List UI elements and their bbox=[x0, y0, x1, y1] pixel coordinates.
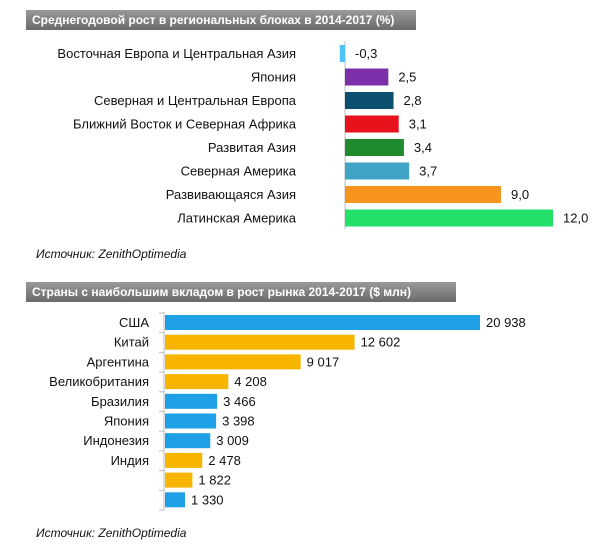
chart1-bar bbox=[345, 162, 410, 180]
chart1-value-label: 3,7 bbox=[419, 164, 437, 179]
chart1-value-label: -0,3 bbox=[355, 46, 377, 61]
chart1-category-label: Латинская Америка bbox=[177, 211, 297, 226]
chart1-regional-growth: Восточная Европа и Центральная Азия -0,3 Я… bbox=[57, 41, 588, 229]
chart2-bar bbox=[165, 452, 203, 468]
chart2-value-label: 3 466 bbox=[223, 394, 256, 409]
chart1-category-label: Развивающаяся Азия bbox=[166, 187, 296, 202]
chart2-category-label: Великобритания bbox=[49, 374, 149, 389]
chart1-source: Источник: ZenithOptimedia bbox=[36, 247, 187, 261]
chart1-category-label: Развитая Азия bbox=[208, 140, 296, 155]
chart1-category-label: Северная и Центральная Европа bbox=[94, 93, 297, 108]
chart2-value-label: 3 009 bbox=[216, 433, 249, 448]
chart2-bar bbox=[165, 315, 480, 330]
chart2-bar bbox=[165, 374, 229, 390]
chart2-value-label: 1 330 bbox=[191, 492, 224, 507]
chart2-category-label: Индонезия bbox=[83, 433, 149, 448]
chart1-value-label: 12,0 bbox=[563, 211, 588, 226]
chart2-bar bbox=[165, 354, 301, 370]
chart2-category-label: Бразилия bbox=[91, 394, 149, 409]
chart2-value-label: 20 938 bbox=[486, 315, 526, 330]
chart1-value-label: 9,0 bbox=[511, 187, 529, 202]
chart1-value-label: 3,4 bbox=[414, 140, 432, 155]
chart2-category-label: США bbox=[119, 315, 149, 330]
chart1-category-label: Ближний Восток и Северная Африка bbox=[73, 117, 297, 132]
chart2-category-label: Индия bbox=[111, 453, 149, 468]
chart2-category-label: Аргентина bbox=[87, 354, 150, 369]
chart2-value-label: 4 208 bbox=[234, 374, 267, 389]
chart1-bar bbox=[345, 209, 553, 227]
chart1-bar bbox=[345, 115, 399, 133]
chart1-category-label: Восточная Европа и Центральная Азия bbox=[57, 46, 296, 61]
chart1-bar bbox=[345, 139, 404, 156]
chart2-bar bbox=[165, 492, 186, 508]
chart1-value-label: 2,5 bbox=[398, 70, 416, 85]
chart1-category-label: Япония bbox=[251, 70, 296, 85]
chart2-bar bbox=[165, 393, 218, 409]
chart2-category-label: Япония bbox=[104, 414, 149, 429]
chart2-value-label: 2 478 bbox=[208, 453, 241, 468]
chart1-bar bbox=[339, 45, 345, 62]
chart1-category-label: Северная Америка bbox=[181, 164, 297, 179]
chart2-title: Страны с наибольшим вкладом в рост рынка… bbox=[26, 282, 456, 302]
chart1-value-label: 2,8 bbox=[404, 93, 422, 108]
chart1-bar bbox=[345, 186, 501, 203]
chart2-value-label: 9 017 bbox=[307, 354, 340, 369]
chart2-value-label: 1 822 bbox=[198, 473, 231, 488]
chart1-bar bbox=[345, 68, 389, 86]
chart2-bar bbox=[165, 334, 355, 350]
chart1-bar bbox=[345, 92, 394, 109]
chart1-value-label: 3,1 bbox=[409, 117, 427, 132]
chart2-value-label: 3 398 bbox=[222, 414, 255, 429]
chart2-category-label: Китай bbox=[114, 335, 149, 350]
chart1-title: Среднегодовой рост в региональных блоках… bbox=[26, 10, 416, 30]
chart2-value-label: 12 602 bbox=[361, 335, 401, 350]
chart2-bar bbox=[165, 413, 217, 429]
chart2-bar bbox=[165, 472, 193, 488]
chart2-source: Источник: ZenithOptimedia bbox=[36, 526, 187, 540]
chart2-bar bbox=[165, 433, 211, 449]
